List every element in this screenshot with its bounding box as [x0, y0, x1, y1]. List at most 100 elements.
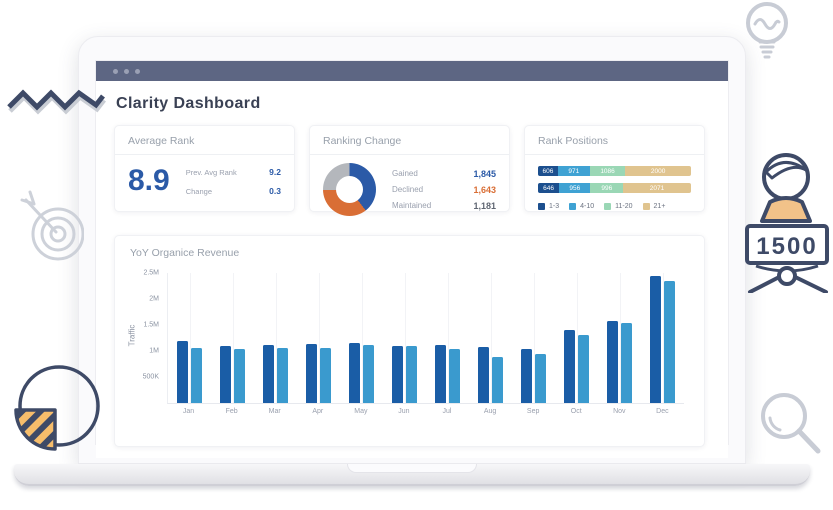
target-arrow-doodle-icon: [20, 190, 85, 267]
laptop-base: [14, 464, 810, 486]
revenue-bar: [363, 345, 374, 403]
bar-group: [598, 273, 641, 403]
legend-label: Declined: [392, 185, 424, 194]
gridline: [275, 273, 277, 403]
revenue-bar: [263, 344, 274, 403]
stat-value: 0.3: [269, 185, 281, 196]
legend-label: 11-20: [615, 203, 633, 210]
y-tick-label: 2.5M: [143, 269, 159, 277]
legend-item: 11-20: [604, 203, 633, 210]
bar-group: [340, 273, 383, 403]
gridline: [533, 273, 535, 403]
ranking-change-legend: Gained 1,845 Declined 1,643 Maintained 1,181: [392, 169, 496, 211]
bar-group: [641, 273, 684, 403]
revenue-bar: [406, 346, 417, 403]
ranking-change-donut: [323, 163, 376, 216]
lightbulb-doodle-icon: [738, 0, 796, 67]
window-titlebar: [96, 61, 728, 81]
revenue-bar: [621, 323, 632, 403]
bar-group: [555, 273, 598, 403]
revenue-bar: [435, 345, 446, 403]
revenue-bar: [650, 275, 661, 403]
revenue-months: Jan Feb Mar Apr May Jun Jul Aug Sep Oct Nov Dec: [167, 408, 684, 415]
stat-row: Prev. Avg Rank 9.2: [186, 167, 281, 177]
average-rank-value: 8.9: [128, 164, 170, 197]
month-label: Feb: [225, 408, 238, 415]
stat-value: 9.2: [269, 166, 281, 177]
month-label: Nov: [613, 408, 626, 415]
stacked-bar-segment: 996: [590, 183, 624, 193]
y-tick-label: 1.5M: [143, 321, 159, 329]
yoy-revenue-card: YoY Organice Revenue Traffic 500K 1M 1.5M 2…: [114, 235, 705, 447]
revenue-bar: [392, 345, 403, 403]
legend-label: 1-3: [549, 203, 560, 210]
rank-positions-card: Rank Positions 606 971 1086 2000 646 956 996 20…: [524, 125, 705, 212]
month-label: Apr: [312, 408, 324, 415]
dashboard-content: Clarity Dashboard Average Rank 8.9 Prev.…: [96, 95, 728, 458]
bar-group: [168, 273, 211, 403]
magnifier-doodle-icon: [756, 390, 828, 469]
person-sign-doodle-icon: 1500: [742, 148, 833, 298]
legend-label: Maintained: [392, 201, 432, 210]
card-title: YoY Organice Revenue: [130, 247, 240, 259]
sign-value-text: 1500: [756, 233, 817, 260]
legend-value: 1,181: [473, 200, 496, 211]
revenue-bar: [521, 349, 532, 403]
y-tick-label: 500K: [142, 373, 159, 381]
legend-label: 4-10: [580, 203, 595, 210]
stat-label: Prev. Avg Rank: [185, 167, 237, 177]
revenue-plot: [167, 273, 684, 404]
revenue-bar: [306, 344, 317, 403]
revenue-bar: [320, 347, 331, 403]
stacked-bar-segment: 971: [557, 166, 590, 176]
month-label: Jun: [398, 408, 410, 415]
gridline: [404, 273, 406, 403]
stacked-bar-segment: 646: [538, 183, 560, 193]
stacked-bar-segment: 606: [538, 166, 558, 176]
card-title: Average Rank: [115, 126, 294, 155]
month-label: Jan: [182, 408, 195, 415]
bar-group: [254, 273, 297, 403]
y-axis-title: Traffic: [127, 324, 137, 347]
laptop-screen: Clarity Dashboard Average Rank 8.9 Prev.…: [95, 60, 729, 458]
page-title: Clarity Dashboard: [116, 95, 261, 112]
laptop-frame: Clarity Dashboard Average Rank 8.9 Prev.…: [78, 36, 746, 464]
revenue-bar: [535, 354, 546, 403]
month-label: Oct: [570, 408, 582, 415]
revenue-bar: [191, 348, 202, 403]
y-tick-label: 1M: [149, 347, 159, 355]
stat-label: Change: [185, 186, 212, 196]
revenue-bar: [478, 346, 489, 403]
legend-item: Gained 1,845: [392, 169, 496, 179]
legend-item: Maintained 1,181: [392, 201, 496, 211]
bar-group: [297, 273, 340, 403]
revenue-bar: [449, 349, 460, 403]
revenue-bar: [564, 330, 575, 403]
card-title: Rank Positions: [525, 126, 704, 155]
card-title: Ranking Change: [310, 126, 509, 155]
legend-value: 1,845: [473, 168, 496, 179]
bar-group: [512, 273, 555, 403]
kpi-cards-row: Average Rank 8.9 Prev. Avg Rank 9.2 Chan…: [114, 125, 710, 216]
revenue-bar: [177, 340, 188, 403]
bar-group: [211, 273, 254, 403]
legend-item: 1-3: [538, 203, 559, 210]
gridline: [189, 273, 191, 403]
pie-chart-doodle-icon: [12, 362, 104, 459]
gridline: [361, 273, 363, 403]
month-label: Jul: [442, 408, 452, 415]
revenue-chart: Traffic 500K 1M 1.5M 2M 2.5M Jan Feb Mar Apr May…: [127, 270, 684, 431]
legend-label: Gained: [392, 169, 418, 178]
month-label: Mar: [268, 408, 281, 415]
window-control-dot: [135, 68, 140, 74]
stacked-bar-segment: 2071: [623, 183, 691, 193]
bar-group: [469, 273, 512, 403]
legend-item: 21+: [642, 203, 665, 210]
y-tick-label: 2M: [149, 295, 159, 303]
gridline: [447, 273, 449, 403]
gridline: [662, 273, 664, 403]
laptop-base-notch: [347, 464, 477, 473]
zigzag-arrow-doodle-icon: [6, 80, 106, 123]
stacked-bar-segment: 956: [559, 183, 591, 193]
legend-item: 4-10: [569, 203, 594, 210]
